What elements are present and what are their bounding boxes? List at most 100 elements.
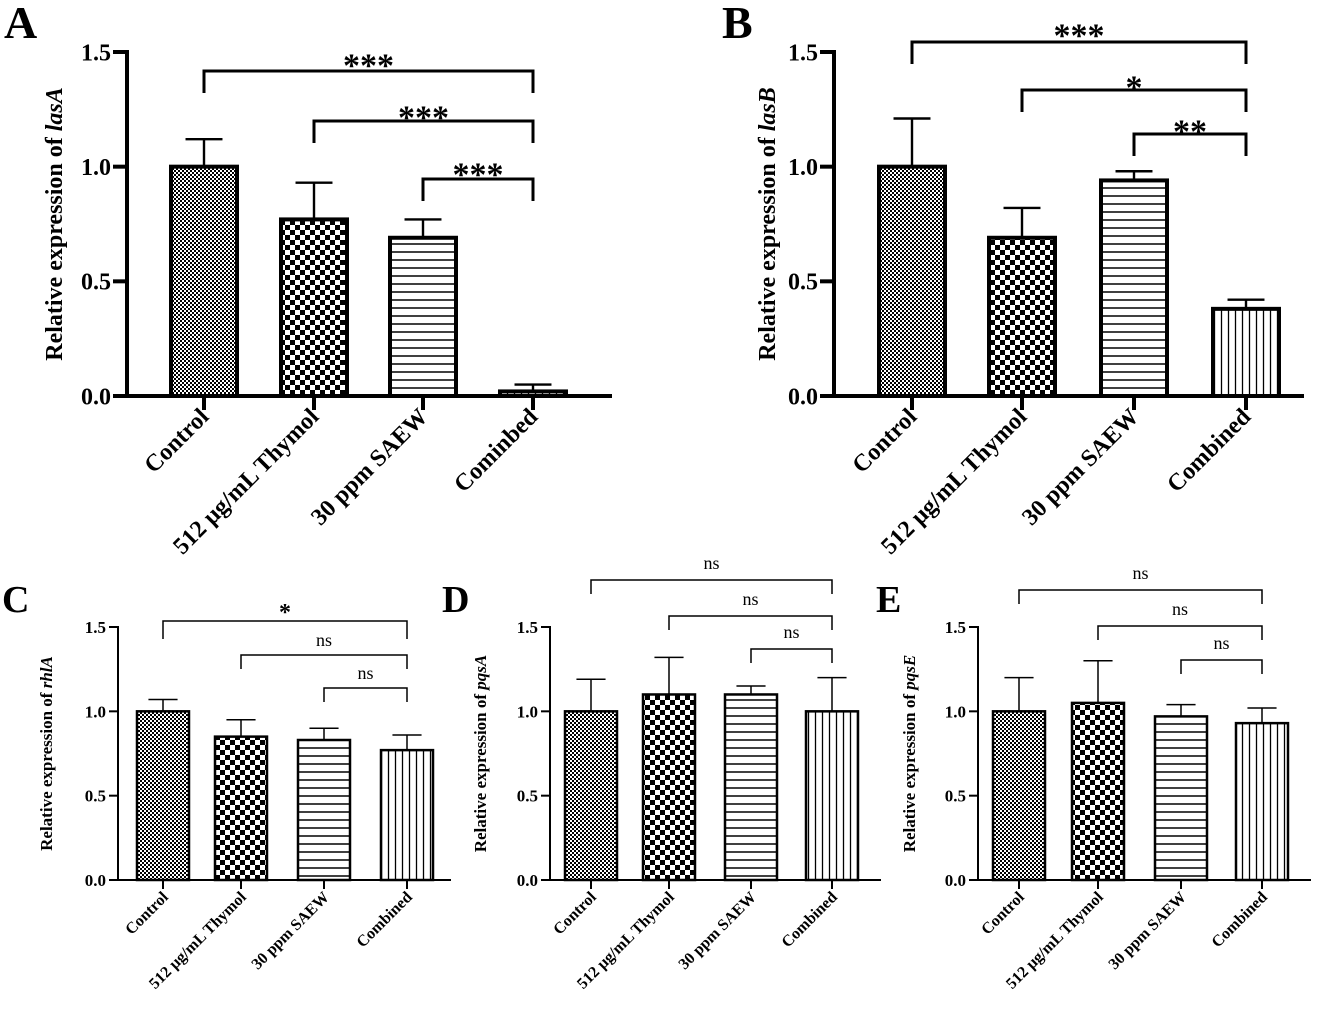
significance-label: ns: [703, 553, 719, 573]
y-axis-label-prefix: Relative expression of: [37, 688, 56, 851]
bar: [1234, 721, 1290, 882]
bar: [723, 693, 779, 882]
significance-bracket: [668, 615, 833, 630]
significance-bracket: [202, 69, 535, 93]
significance-label: ns: [742, 589, 758, 609]
x-tick-label: 30 ppm SAEW: [1017, 404, 1144, 531]
x-tick-label: Control: [140, 404, 215, 479]
significance-bracket: [750, 648, 833, 663]
significance-bracket: [323, 687, 408, 702]
bar: [1070, 701, 1126, 882]
y-axis-label-gene: pqsA: [471, 655, 490, 692]
x-tick-label: 30 ppm SAEW: [249, 889, 333, 973]
bar: [877, 164, 947, 398]
significance-bracket: [240, 654, 408, 669]
y-tick-label: 1.0: [517, 702, 538, 721]
panel-letter: C: [2, 579, 29, 621]
y-tick-label: 0.0: [517, 871, 538, 890]
significance-label: **: [1173, 114, 1207, 151]
bar: [1211, 306, 1281, 398]
panel-letter: B: [722, 0, 753, 48]
x-tick-label: Combined: [354, 889, 416, 951]
x-tick-label: Control: [122, 888, 172, 938]
significance-label: ns: [357, 663, 373, 683]
bar: [379, 748, 435, 882]
significance-bracket: [590, 579, 833, 594]
bar: [804, 710, 860, 882]
significance-label: ns: [1172, 599, 1188, 619]
x-tick-label: Control: [978, 888, 1028, 938]
significance-label: *: [279, 600, 291, 626]
significance-bracket: [910, 40, 1248, 64]
bar: [296, 738, 352, 882]
significance-bracket: [1180, 659, 1263, 674]
y-tick-label: 1.0: [81, 155, 111, 181]
y-axis-label: Relative expression of rhlA: [37, 656, 56, 851]
bar: [135, 710, 191, 882]
significance-label: ns: [1132, 563, 1148, 583]
y-axis-label: Relative expression of lasB: [755, 87, 781, 361]
y-tick-label: 1.0: [945, 702, 966, 721]
x-tick-label: Control: [848, 404, 923, 479]
x-tick-label: Cominbed: [449, 403, 543, 497]
y-axis-label: Relative expression of pqsE: [900, 655, 919, 853]
y-axis-label-prefix: Relative expression of: [900, 690, 919, 853]
x-tick-label: 30 ppm SAEW: [306, 404, 433, 531]
y-tick-label: 1.5: [517, 618, 538, 637]
significance-label: ns: [1213, 633, 1229, 653]
x-tick-label: Combined: [1162, 403, 1256, 497]
panel-letter: A: [4, 0, 37, 48]
panel-letter: D: [442, 579, 469, 621]
bar: [1153, 715, 1209, 882]
significance-label: ***: [1054, 18, 1105, 55]
x-tick-label: Combined: [779, 889, 841, 951]
bar: [563, 710, 619, 882]
x-tick-label: Control: [550, 888, 600, 938]
bar: [213, 735, 269, 882]
significance-bracket: [162, 620, 408, 639]
y-tick-label: 0.5: [945, 787, 966, 806]
y-tick-label: 0.0: [788, 384, 818, 410]
significance-label: ns: [783, 622, 799, 642]
bar: [641, 693, 697, 882]
significance-label: ***: [398, 100, 449, 137]
x-tick-label: 30 ppm SAEW: [1106, 889, 1190, 973]
significance-bracket: [1020, 88, 1248, 112]
y-axis-label-gene: lasB: [755, 87, 781, 131]
y-tick-label: 0.5: [788, 270, 818, 296]
y-axis-label-gene: pqsE: [900, 655, 919, 692]
significance-bracket: [1097, 625, 1263, 640]
bar: [388, 235, 458, 398]
bar: [169, 164, 239, 398]
y-tick-label: 1.0: [788, 155, 818, 181]
y-tick-label: 0.0: [85, 871, 106, 890]
y-tick-label: 0.0: [81, 384, 111, 410]
bar: [991, 710, 1047, 882]
y-axis-label-gene: lasA: [42, 87, 68, 131]
significance-bracket: [1018, 589, 1263, 604]
y-axis-label-prefix: Relative expression of: [755, 131, 781, 361]
y-tick-label: 1.5: [85, 618, 106, 637]
y-tick-label: 1.0: [85, 702, 106, 721]
y-axis-label: Relative expression of lasA: [42, 87, 68, 361]
significance-label: ns: [316, 630, 332, 650]
y-tick-label: 0.5: [81, 270, 111, 296]
y-axis-label-prefix: Relative expression of: [42, 131, 68, 361]
significance-label: ***: [343, 48, 394, 85]
x-tick-label: Combined: [1209, 889, 1271, 951]
significance-bracket: [421, 177, 535, 201]
x-tick-label: 30 ppm SAEW: [676, 889, 760, 973]
y-tick-label: 1.5: [788, 40, 818, 66]
bar: [279, 217, 349, 398]
y-tick-label: 0.5: [85, 787, 106, 806]
y-axis-label-prefix: Relative expression of: [471, 690, 490, 853]
y-tick-label: 1.5: [81, 40, 111, 66]
y-tick-label: 1.5: [945, 618, 966, 637]
bar: [1099, 178, 1169, 398]
panel-letter: E: [876, 579, 901, 621]
significance-label: ***: [453, 157, 504, 194]
